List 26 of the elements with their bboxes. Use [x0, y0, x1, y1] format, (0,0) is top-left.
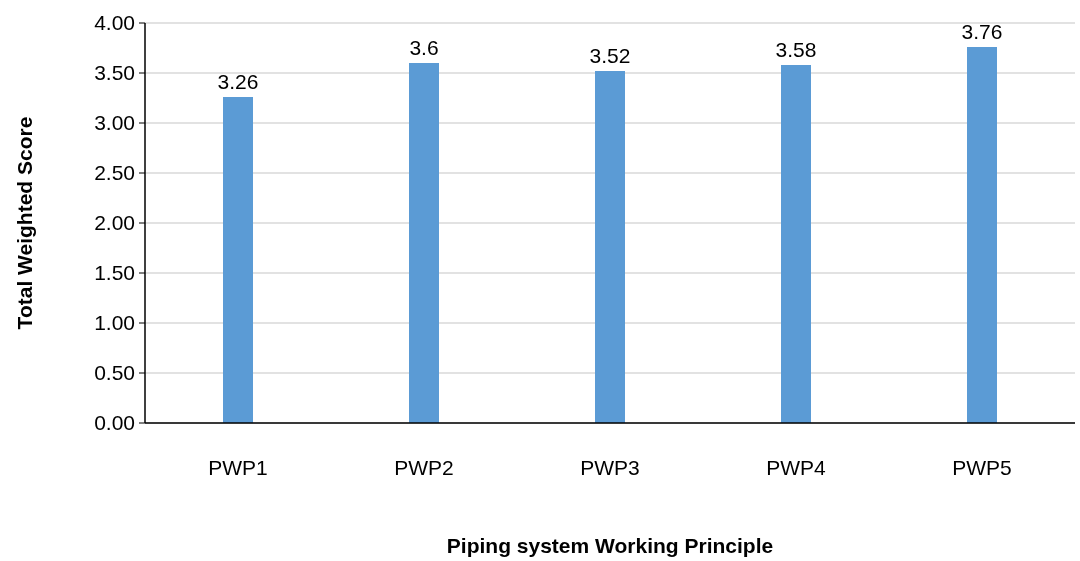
y-tick-label: 1.00	[94, 311, 135, 335]
y-axis-title: Total Weighted Score	[13, 116, 36, 330]
x-tick-label: PWP3	[580, 456, 640, 479]
bar	[223, 97, 253, 423]
data-label: 3.6	[409, 36, 439, 59]
data-label: 3.58	[775, 38, 817, 61]
x-tick-label: PWP5	[952, 456, 1012, 479]
y-tick-label: 3.50	[94, 61, 135, 85]
x-tick-label: PWP2	[394, 456, 454, 479]
data-label: 3.52	[589, 44, 631, 67]
y-tick-label: 4.00	[94, 11, 135, 35]
y-tick-label: 3.00	[94, 111, 135, 135]
y-tick-label: 2.50	[94, 161, 135, 185]
data-label: 3.26	[217, 70, 259, 93]
data-label: 3.76	[961, 20, 1003, 43]
x-axis-title: Piping system Working Principle	[446, 534, 774, 557]
y-tick-label: 0.00	[94, 411, 135, 435]
bar	[595, 71, 625, 423]
x-tick-label: PWP1	[208, 456, 268, 479]
y-tick-label: 2.00	[94, 211, 135, 235]
y-tick-label: 1.50	[94, 261, 135, 285]
bar	[409, 63, 439, 423]
bar	[781, 65, 811, 423]
y-tick-label: 0.50	[94, 361, 135, 385]
x-tick-label: PWP4	[766, 456, 827, 479]
bar	[967, 47, 997, 423]
